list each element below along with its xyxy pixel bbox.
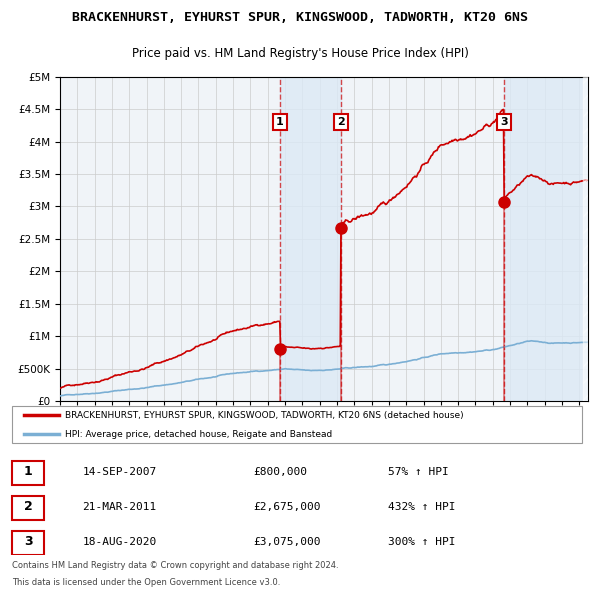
- Text: 432% ↑ HPI: 432% ↑ HPI: [388, 502, 456, 512]
- FancyBboxPatch shape: [12, 461, 44, 484]
- Text: 1: 1: [23, 466, 32, 478]
- Text: 1: 1: [276, 117, 284, 127]
- Text: 3: 3: [24, 535, 32, 548]
- Text: 21-MAR-2011: 21-MAR-2011: [82, 502, 157, 512]
- FancyBboxPatch shape: [12, 496, 44, 520]
- Text: This data is licensed under the Open Government Licence v3.0.: This data is licensed under the Open Gov…: [12, 578, 280, 587]
- Bar: [280, 77, 341, 401]
- Text: £800,000: £800,000: [253, 467, 307, 477]
- Text: BRACKENHURST, EYHURST SPUR, KINGSWOOD, TADWORTH, KT20 6NS (detached house): BRACKENHURST, EYHURST SPUR, KINGSWOOD, T…: [65, 411, 463, 420]
- Text: 2: 2: [23, 500, 32, 513]
- Text: £3,075,000: £3,075,000: [253, 537, 320, 547]
- Text: 300% ↑ HPI: 300% ↑ HPI: [388, 537, 456, 547]
- Text: Contains HM Land Registry data © Crown copyright and database right 2024.: Contains HM Land Registry data © Crown c…: [12, 560, 338, 569]
- FancyBboxPatch shape: [12, 406, 582, 444]
- FancyBboxPatch shape: [12, 531, 44, 555]
- Bar: [503, 77, 588, 401]
- Text: BRACKENHURST, EYHURST SPUR, KINGSWOOD, TADWORTH, KT20 6NS: BRACKENHURST, EYHURST SPUR, KINGSWOOD, T…: [72, 11, 528, 24]
- Text: Price paid vs. HM Land Registry's House Price Index (HPI): Price paid vs. HM Land Registry's House …: [131, 47, 469, 60]
- Text: 57% ↑ HPI: 57% ↑ HPI: [388, 467, 449, 477]
- Text: 18-AUG-2020: 18-AUG-2020: [82, 537, 157, 547]
- Text: £2,675,000: £2,675,000: [253, 502, 320, 512]
- Text: HPI: Average price, detached house, Reigate and Banstead: HPI: Average price, detached house, Reig…: [65, 430, 332, 439]
- Text: 14-SEP-2007: 14-SEP-2007: [82, 467, 157, 477]
- Text: 3: 3: [500, 117, 508, 127]
- Text: 2: 2: [337, 117, 344, 127]
